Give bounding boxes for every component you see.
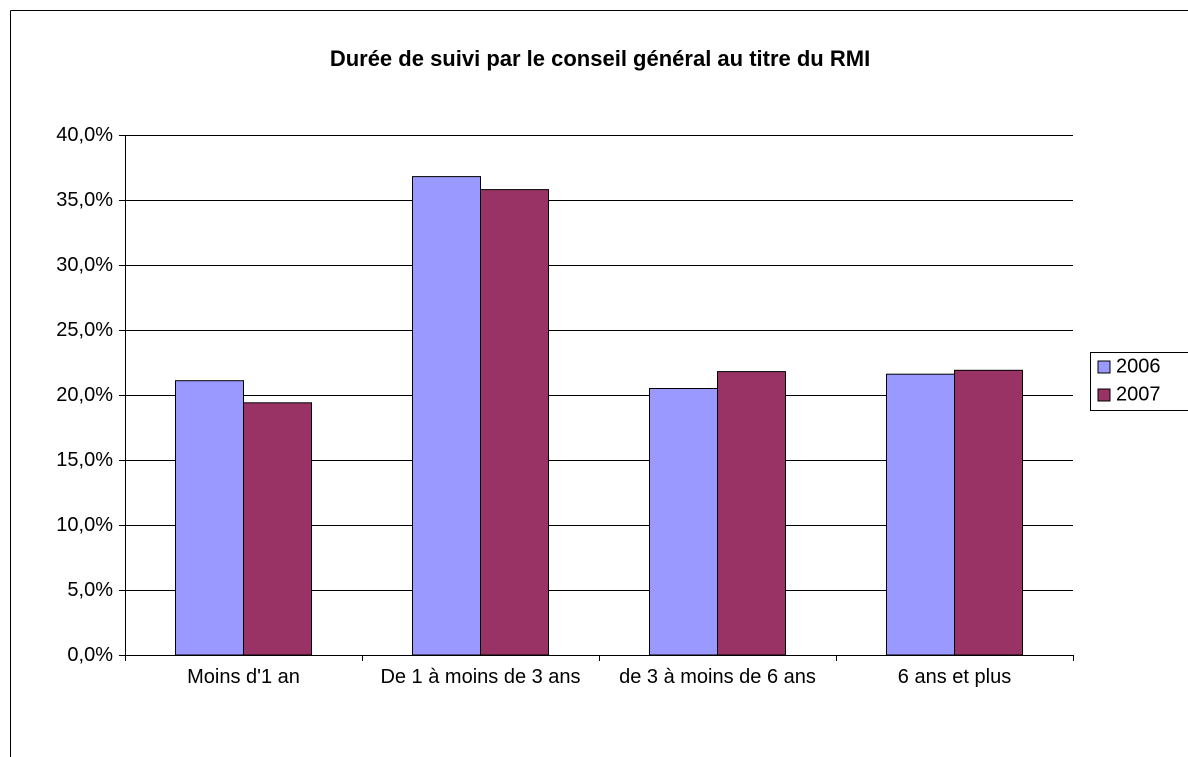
x-tick-label: 6 ans et plus: [897, 666, 1012, 688]
y-tick-label: 40,0%: [56, 124, 113, 146]
legend-label: 2006: [1116, 355, 1161, 377]
bar: [480, 189, 549, 656]
x-tick-label: De 1 à moins de 3 ans: [380, 666, 581, 688]
bar: [243, 402, 312, 656]
y-tick-label: 5,0%: [67, 579, 113, 601]
legend-swatch: [1097, 388, 1111, 402]
legend-label: 2007: [1116, 383, 1161, 405]
y-tick-label: 0,0%: [67, 644, 113, 666]
bar: [717, 371, 786, 656]
bar: [954, 369, 1023, 656]
legend-swatch: [1097, 360, 1111, 374]
y-tick-label: 20,0%: [56, 384, 113, 406]
y-tick-label: 30,0%: [56, 254, 113, 276]
y-tick-label: 15,0%: [56, 449, 113, 471]
y-tick-label: 10,0%: [56, 514, 113, 536]
y-tick-label: 35,0%: [56, 189, 113, 211]
bar: [886, 373, 955, 656]
x-tick-label: Moins d'1 an: [187, 666, 300, 688]
y-tick-label: 25,0%: [56, 319, 113, 341]
chart-title: Durée de suivi par le conseil général au…: [330, 46, 870, 71]
bar: [412, 176, 481, 656]
x-tick-label: de 3 à moins de 6 ans: [619, 666, 816, 688]
bar: [175, 380, 244, 656]
bar: [649, 388, 718, 656]
